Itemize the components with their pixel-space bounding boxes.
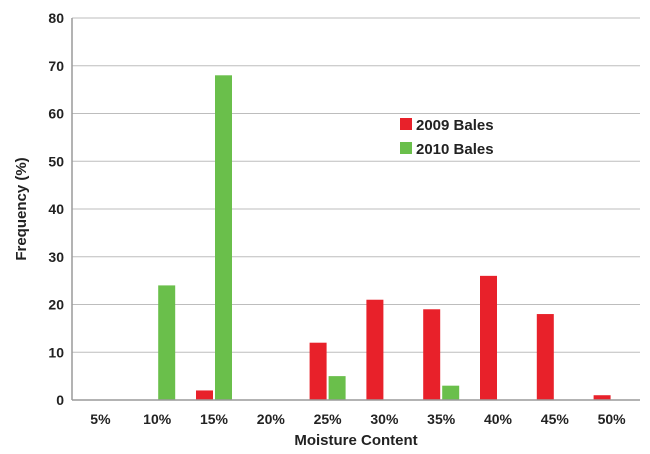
y-tick-label: 40 [48,201,64,217]
x-tick-label: 40% [484,411,513,427]
y-tick-label: 30 [48,249,64,265]
y-tick-label: 20 [48,297,64,313]
legend-label-2010: 2010 Bales [416,141,494,158]
bar-2010-25pct [328,376,346,400]
y-tick-label: 0 [56,392,64,408]
legend-label-2009: 2009 Bales [416,117,494,134]
y-tick-label: 50 [48,153,64,169]
y-tick-label: 60 [48,106,64,122]
x-tick-labels: 5% 10% 15% 20% 25% 30% 35% 40% 45% 50% [90,411,626,427]
gridlines [72,17,640,353]
x-tick-label: 35% [427,411,456,427]
legend: 2009 Bales 2010 Bales [400,117,494,158]
bar-2009-50pct [593,395,611,400]
y-axis-title: Frequency (%) [13,157,30,260]
bar-2009-30pct [366,299,384,400]
bar-2009-35pct [423,309,441,400]
bar-2010-35pct [442,385,460,400]
y-tick-label: 70 [48,58,64,74]
bars [158,75,611,401]
x-tick-label: 10% [143,411,172,427]
y-tick-label: 80 [48,10,64,26]
legend-swatch-2009 [400,118,412,130]
y-tick-labels: 0 10 20 30 40 50 60 70 80 [48,10,64,408]
x-tick-label: 30% [370,411,399,427]
x-tick-label: 45% [541,411,570,427]
x-axis-title: Moisture Content [294,432,417,449]
x-tick-label: 15% [200,411,229,427]
legend-swatch-2010 [400,142,412,154]
bar-2009-15pct [196,390,213,400]
bar-2010-10pct [158,285,176,400]
bar-2009-25pct [309,342,327,400]
x-tick-label: 25% [314,411,343,427]
y-tick-label: 10 [48,344,64,360]
bar-2010-15pct [215,75,232,401]
bar-2009-45pct [536,314,554,400]
bar-2009-40pct [480,275,497,400]
x-tick-label: 20% [257,411,286,427]
x-tick-label: 5% [90,411,111,427]
x-tick-label: 50% [598,411,627,427]
